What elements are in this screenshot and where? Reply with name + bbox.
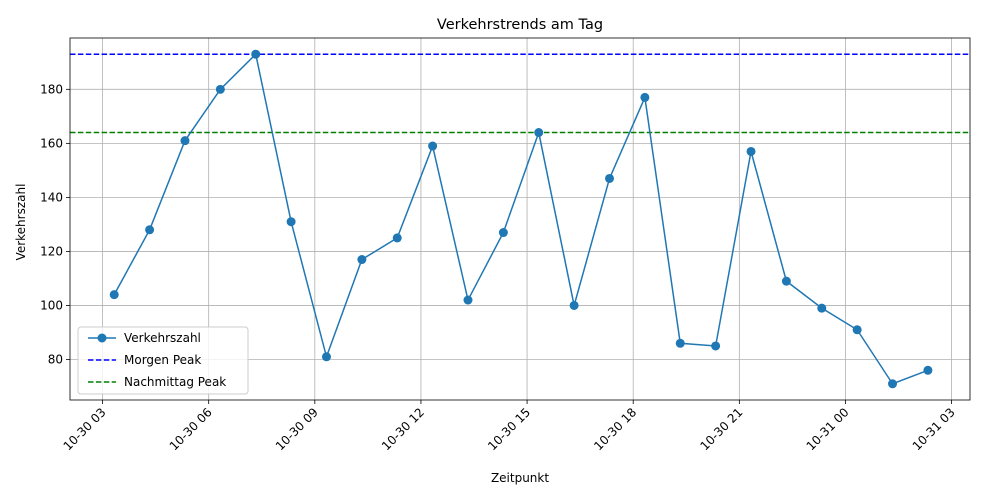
y-tick-label: 120 [40, 244, 63, 258]
y-tick-label: 160 [40, 136, 63, 150]
traffic-point [817, 303, 827, 313]
chart-title: Verkehrstrends am Tag [437, 17, 603, 33]
legend: Verkehrszahl Morgen Peak Nachmittag Peak [77, 326, 249, 395]
traffic-point [711, 341, 721, 351]
y-tick-label: 180 [40, 82, 63, 96]
y-tick-label: 100 [40, 298, 63, 312]
traffic-point [428, 141, 438, 151]
x-axis-title: Zeitpunkt [491, 471, 549, 485]
traffic-point [640, 92, 650, 102]
legend-box [77, 326, 249, 395]
traffic-point [180, 136, 190, 146]
y-axis-ticks: 80 100 120 140 160 180 [40, 82, 70, 366]
traffic-point [746, 146, 756, 156]
traffic-point [923, 365, 933, 375]
legend-label-morning-peak: Morgen Peak [124, 353, 201, 367]
traffic-point [463, 295, 473, 305]
traffic-point [534, 128, 544, 138]
traffic-point [675, 338, 685, 348]
legend-label-traffic: Verkehrszahl [124, 331, 201, 345]
traffic-point [392, 233, 402, 243]
traffic-line [113, 52, 929, 385]
traffic-point [498, 228, 508, 238]
traffic-point [605, 173, 615, 183]
traffic-point [569, 300, 579, 310]
traffic-point [251, 49, 261, 59]
traffic-point [357, 255, 367, 265]
traffic-point [215, 84, 225, 94]
traffic-point [852, 325, 862, 335]
traffic-point [321, 352, 331, 362]
legend-label-afternoon-peak: Nachmittag Peak [124, 375, 226, 389]
y-axis-title: Verkehrszahl [14, 184, 28, 261]
traffic-point [109, 290, 119, 300]
plot-frame [69, 37, 971, 401]
series-traffic [109, 49, 933, 389]
grid [70, 38, 970, 400]
traffic-point [888, 379, 898, 389]
traffic-point [781, 276, 791, 286]
y-tick-label: 140 [40, 190, 63, 204]
y-tick-label: 80 [48, 352, 63, 366]
legend-marker-traffic [97, 333, 107, 343]
traffic-point [145, 225, 155, 235]
traffic-point [286, 217, 296, 227]
